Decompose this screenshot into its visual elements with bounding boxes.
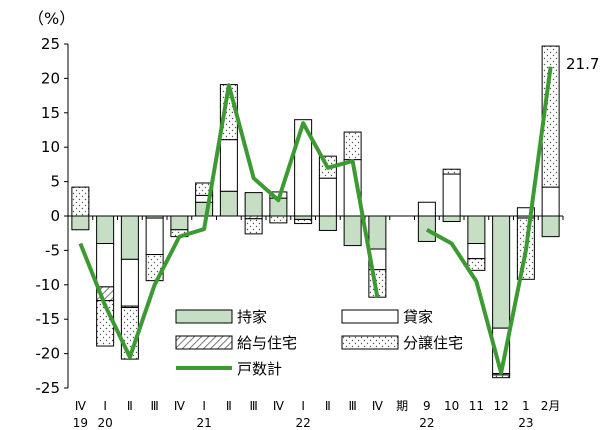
legend: 持家 貸家 給与住宅 分譲住宅 戸数計 <box>175 308 463 378</box>
y-axis: 25 20 15 10 5 0 -5 -10 -15 -20 -25 <box>36 35 69 397</box>
bar-segment-dots <box>442 168 461 175</box>
x-year-label: 20 <box>97 416 112 430</box>
bar-segment-dots <box>244 218 263 235</box>
x-tick-label: 12 <box>493 399 508 413</box>
x-tick-label: 1 <box>522 399 530 413</box>
x-tick-label: Ⅳ <box>273 399 284 413</box>
total-line <box>78 66 553 375</box>
bar-segment-green <box>368 215 387 250</box>
bar-segment-green <box>492 215 511 329</box>
y-tick-label: -15 <box>36 310 61 328</box>
bar-segment-green <box>294 215 313 220</box>
bar-segment-dots <box>71 186 90 217</box>
bar-segment-green <box>417 215 436 242</box>
bar-segment-green <box>96 215 115 245</box>
bar-segment-white <box>541 186 560 217</box>
bar-segment-white <box>467 243 486 260</box>
y-tick-label: 5 <box>50 173 60 191</box>
bar-segment-white <box>417 201 436 217</box>
x-tick-label: Ⅰ <box>202 399 206 413</box>
legend-label-total: 戸数計 <box>237 360 282 378</box>
x-tick-label: Ⅲ <box>150 399 158 413</box>
bar-segment-green <box>467 215 486 245</box>
x-tick-label: Ⅱ <box>226 399 232 413</box>
bar-segment-green <box>442 215 461 223</box>
x-year-label: 22 <box>419 416 434 430</box>
x-tick-label: Ⅰ <box>103 399 107 413</box>
bar-segment-white <box>145 217 164 256</box>
unit-label: （%） <box>28 9 75 28</box>
x-year-label: 19 <box>73 416 88 430</box>
bar-segment-green <box>170 215 189 231</box>
y-tick-label: -5 <box>45 241 60 259</box>
x-tick-label: 11 <box>469 399 484 413</box>
y-tick-label: 25 <box>41 35 60 53</box>
bar-segment-green <box>318 215 337 231</box>
y-tick-label: -10 <box>36 276 61 294</box>
legend-swatch-bunjo <box>341 335 399 350</box>
x-tick-label: 10 <box>444 399 459 413</box>
total-line-segment <box>425 66 553 375</box>
bar-segment-white <box>96 243 115 288</box>
bar-segment-dots <box>467 258 486 271</box>
x-tick-label: 9 <box>423 399 431 413</box>
bar-segment-dots <box>492 374 511 379</box>
legend-label-kyuyo: 給与住宅 <box>237 334 297 352</box>
legend-label-kashiya: 貸家 <box>403 308 433 326</box>
y-tick-label: -25 <box>36 379 61 397</box>
x-tick-label: Ⅱ <box>127 399 133 413</box>
bars <box>71 45 560 379</box>
y-tick-label: 0 <box>50 207 60 225</box>
x-tick-label: 期 <box>396 399 408 413</box>
total-line-segment <box>78 83 380 360</box>
x-tick-label: Ⅳ <box>174 399 185 413</box>
bar-segment-green <box>244 192 263 217</box>
bar-segment-white <box>219 139 238 192</box>
x-year-label: 21 <box>196 416 211 430</box>
bar-segment-green <box>541 215 560 238</box>
legend-label-mochiie: 持家 <box>237 308 267 326</box>
x-tick-label: Ⅱ <box>325 399 331 413</box>
x-year-label: 23 <box>518 416 533 430</box>
bar-segment-dots <box>269 215 288 224</box>
x-year-label: 22 <box>295 416 310 430</box>
x-tick-label: Ⅲ <box>348 399 356 413</box>
data-label-last: 21.7 <box>566 55 599 73</box>
y-tick-label: 10 <box>41 138 60 156</box>
legend-swatch-kashiya <box>341 309 399 324</box>
y-tick-label: -20 <box>36 345 61 363</box>
legend-swatch-kyuyo <box>175 335 233 350</box>
bar-segment-white <box>318 177 337 217</box>
y-tick-label: 15 <box>41 104 60 122</box>
bar-segment-dots <box>294 218 313 225</box>
x-tick-label: 2月 <box>541 399 561 413</box>
x-tick-label: Ⅰ <box>301 399 305 413</box>
bar-segment-dots <box>343 131 362 161</box>
x-tick-label: Ⅲ <box>249 399 257 413</box>
bar-segment-green <box>120 215 139 260</box>
x-tick-label: Ⅳ <box>372 399 383 413</box>
bar-segment-green <box>343 215 362 247</box>
x-tick-label: Ⅳ <box>75 399 86 413</box>
zero-line <box>67 215 564 220</box>
legend-label-bunjo: 分譲住宅 <box>403 334 463 352</box>
bar-segment-white <box>442 173 461 217</box>
bar-segment-green <box>219 190 238 217</box>
legend-swatch-mochiie <box>175 309 233 324</box>
bar-segment-white <box>120 258 139 307</box>
y-tick-label: 20 <box>41 69 60 87</box>
bar-segment-green <box>71 215 90 231</box>
